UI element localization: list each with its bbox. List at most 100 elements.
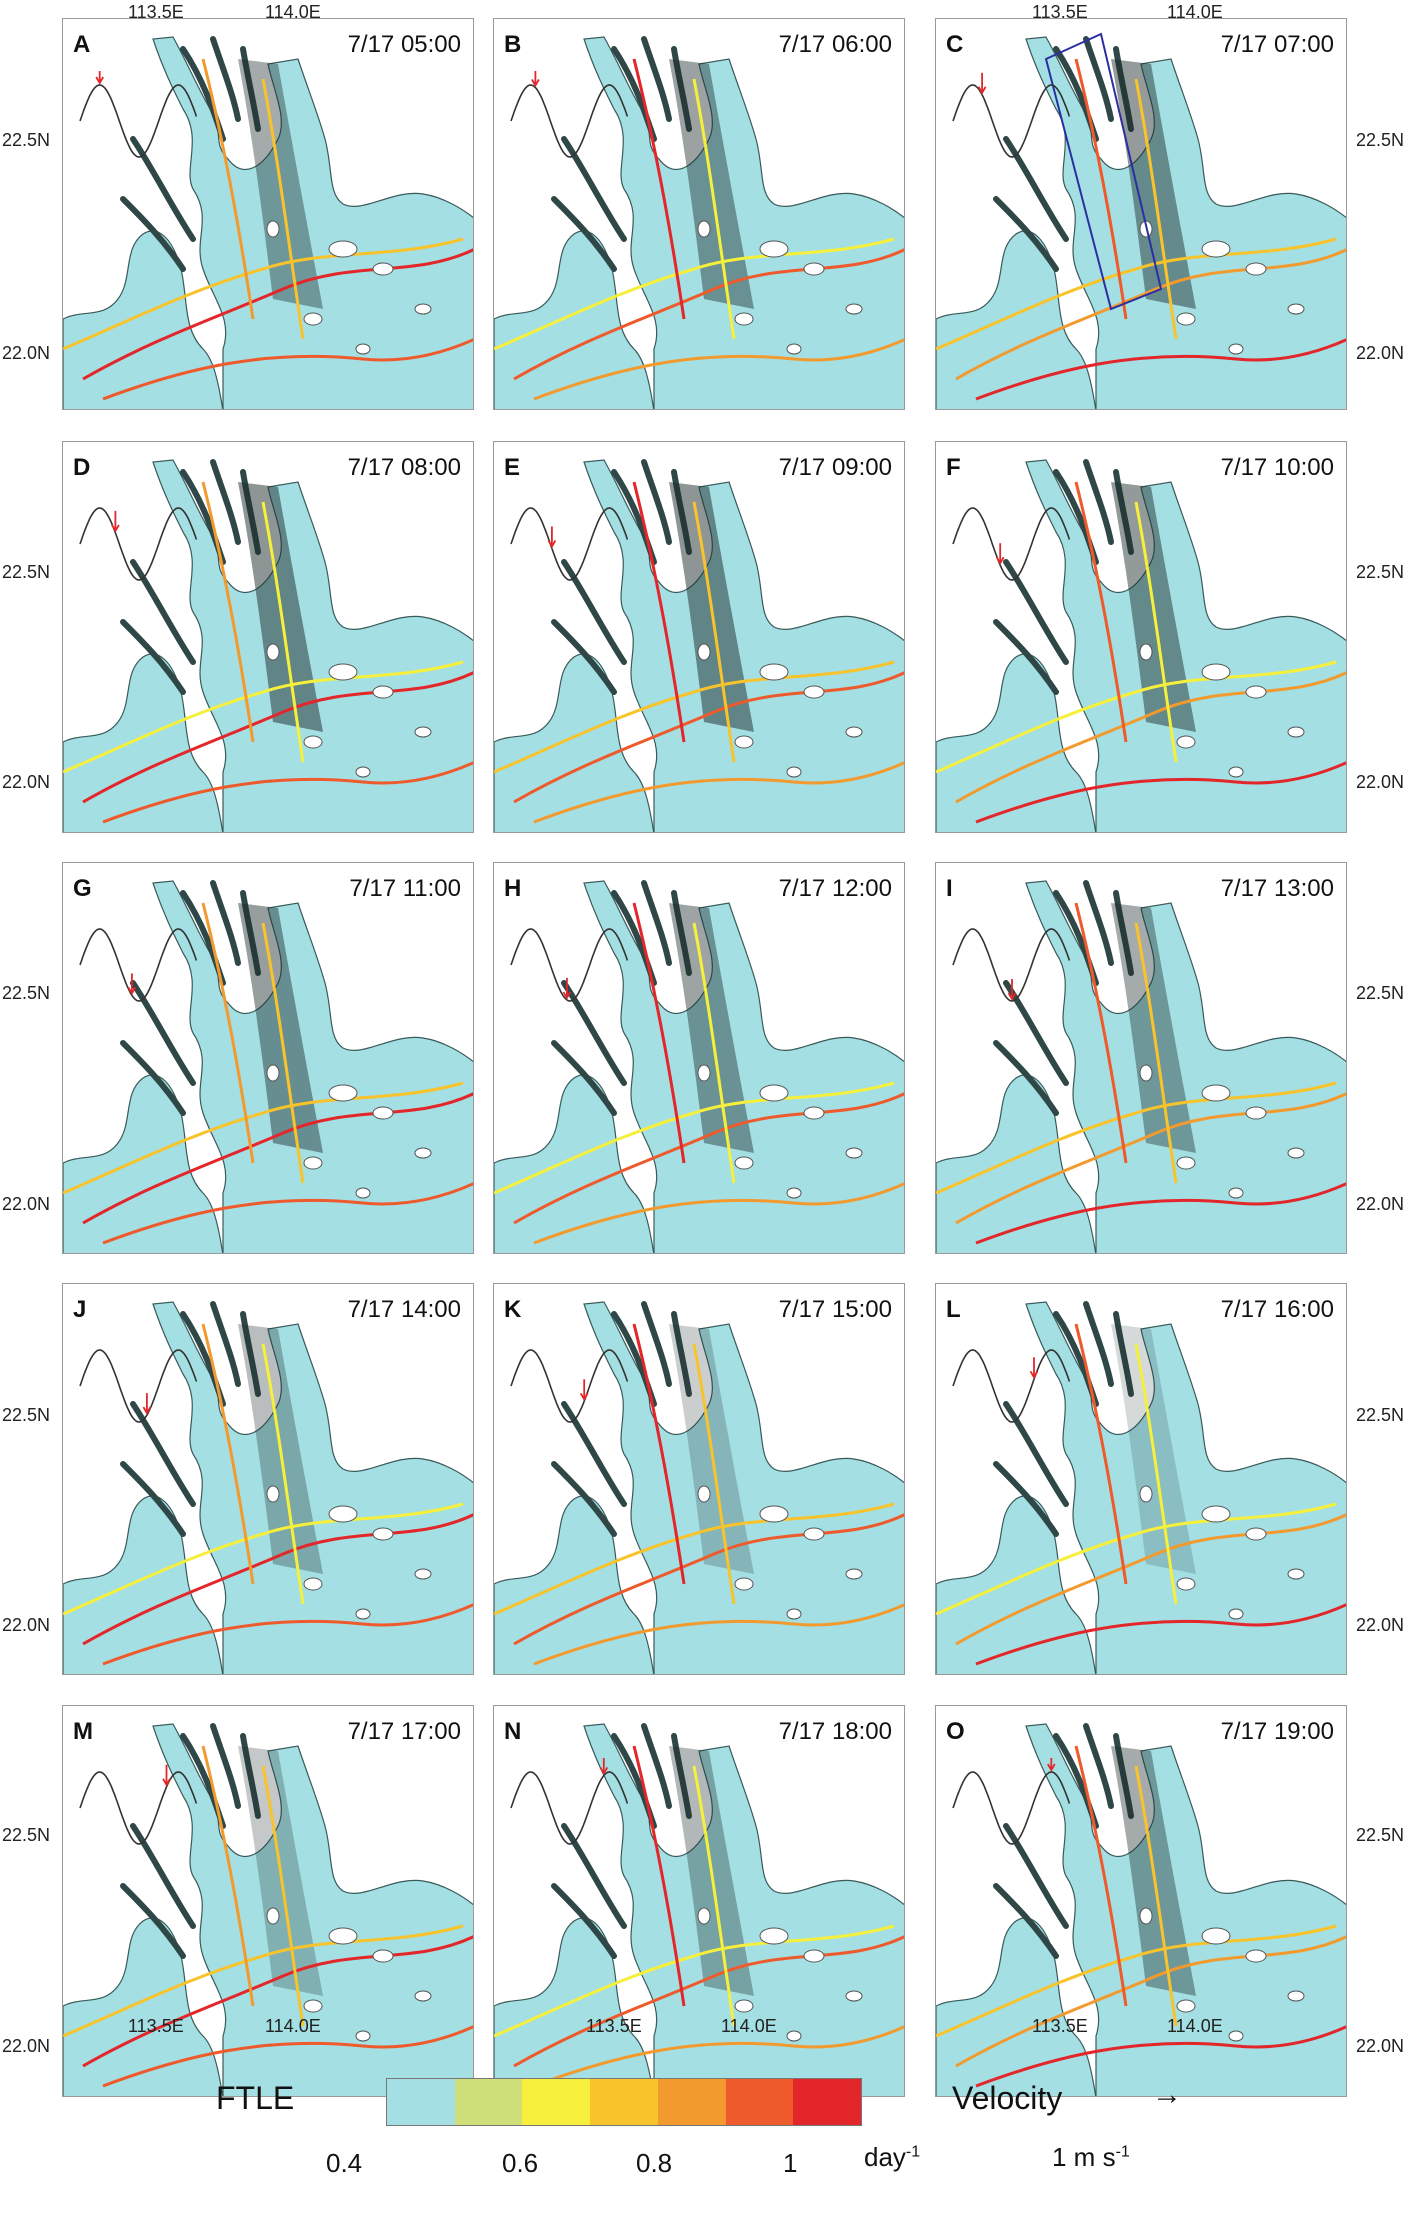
island (1245, 262, 1267, 276)
map-panel-n: N 7/17 18:00 (493, 1705, 905, 2097)
island (734, 735, 754, 749)
ftle-ridge (936, 237, 1337, 351)
tide-phase-arrowhead (599, 1766, 609, 1776)
panel-letter: F (946, 454, 961, 481)
ftle-ridge (975, 338, 1346, 401)
panel-letter: L (946, 1296, 961, 1323)
lat-label-right-south-row5: 22.0N (1356, 2036, 1405, 2056)
island (1228, 1608, 1244, 1620)
island (303, 1156, 323, 1170)
tide-curve (79, 507, 198, 581)
legend-tick-4: 1 (783, 2148, 798, 2178)
map-panel-g: G 7/17 11:00 (62, 862, 474, 1254)
top-lon-label-1: 113.5E (128, 2, 184, 22)
ftle-ridge (632, 58, 686, 320)
map-panel-h: H 7/17 12:00 (493, 862, 905, 1254)
panel-time: 7/17 13:00 (1220, 875, 1334, 902)
ftle-ridge (1074, 902, 1128, 1164)
island (697, 643, 711, 661)
colorbar-segment (657, 2079, 726, 2125)
panel-letter: I (946, 875, 953, 902)
ftle-ridge (261, 501, 305, 763)
island (355, 1608, 371, 1620)
tide-curve (79, 84, 198, 158)
river-channel (551, 1461, 617, 1537)
panel-letter: O (946, 1718, 965, 1745)
island (1201, 240, 1231, 258)
ftle-ridge (936, 1502, 1337, 1616)
island (1287, 1568, 1305, 1580)
map-panel-o: O 7/17 19:00 (935, 1705, 1347, 2097)
ftle-ridge (63, 1081, 464, 1195)
tide-curve-inset (952, 928, 1071, 1002)
river-channel (1083, 1301, 1114, 1387)
panel-time: 7/17 14:00 (347, 1296, 461, 1323)
ftle-ridge (1074, 481, 1128, 743)
tide-curve (510, 507, 629, 581)
tide-curve (79, 928, 198, 1002)
tide-curve-inset (952, 507, 1071, 581)
river-channel (210, 36, 241, 122)
river-channel (993, 1040, 1059, 1116)
river-channel (1113, 890, 1134, 976)
tide-curve (952, 1349, 1071, 1423)
tide-phase-arrowhead (995, 556, 1005, 565)
lat-label-right-south-row2: 22.0N (1356, 772, 1405, 792)
west-coast-water (63, 653, 224, 832)
island (1228, 343, 1244, 355)
island (328, 1505, 358, 1523)
island (303, 735, 323, 749)
estuary-water (152, 1301, 473, 1674)
estuary-water (1025, 1301, 1346, 1674)
estuary-water (152, 459, 473, 832)
ftle-ridge (632, 1745, 686, 2007)
velocity-scale-arrow: → (1152, 2078, 1182, 2111)
estuary-water (152, 36, 473, 409)
ftle-ridge (201, 1323, 255, 1585)
island (266, 1064, 280, 1082)
bottom-lon-label-1: 113.5E (128, 2016, 184, 2036)
tide-curve (952, 84, 1071, 158)
island (697, 220, 711, 238)
ftle-ridge (955, 1935, 1346, 2068)
bottom-lon-label-3: 113.5E (586, 2016, 642, 2036)
panel-time: 7/17 07:00 (1220, 31, 1334, 58)
ftle-ridge (1134, 922, 1178, 1184)
ftle-map (494, 36, 904, 409)
ftle-ridge (936, 1081, 1337, 1195)
ftle-ridge (63, 1502, 464, 1616)
legend-title-ftle: FTLE (216, 2080, 295, 2116)
colorbar-segment (522, 2079, 591, 2125)
island (803, 685, 825, 699)
island (303, 1999, 323, 2013)
river-channel (1083, 880, 1114, 966)
map-panel-l: L 7/17 16:00 (935, 1283, 1347, 1675)
island (372, 1949, 394, 1963)
colorbar-segment (454, 2079, 523, 2125)
estuary-water (1025, 36, 1346, 409)
tide-curve-inset (79, 928, 198, 1002)
ftle-ridge (102, 1603, 473, 1666)
island (372, 1106, 394, 1120)
lat-label-south-row5: 22.0N (2, 2036, 51, 2056)
lat-label-right-south-row4: 22.0N (1356, 1615, 1405, 1635)
ftle-ridge (1134, 1765, 1178, 2027)
river-channel (120, 1461, 186, 1537)
bottom-lon-label-6: 114.0E (1167, 2016, 1223, 2036)
island (1176, 1577, 1196, 1591)
island (786, 766, 802, 778)
river-channel (641, 36, 672, 122)
island (1176, 1999, 1196, 2013)
estuary-water (583, 1301, 904, 1674)
colorbar-segment (590, 2079, 658, 2125)
ftle-ridge (955, 671, 1346, 804)
panel-time: 7/17 09:00 (778, 454, 892, 481)
island (1287, 726, 1305, 738)
estuary-water (1025, 880, 1346, 1253)
river-channel (561, 1823, 627, 1929)
ftle-ridge (494, 1502, 895, 1616)
island (355, 2030, 371, 2042)
tide-curve-inset (510, 507, 629, 581)
river-channel (993, 196, 1059, 272)
lat-label-south-row4: 22.0N (2, 1615, 51, 1635)
